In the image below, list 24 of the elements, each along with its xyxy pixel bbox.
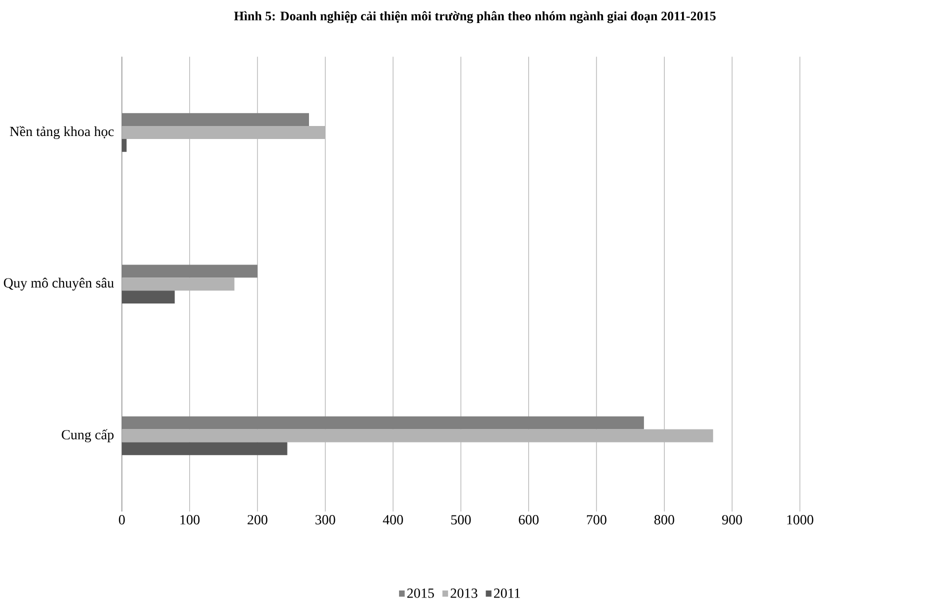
y-tick-label: Nền tảng khoa học <box>10 126 114 139</box>
x-tick-label: 900 <box>722 514 742 524</box>
x-tick-label: 100 <box>180 514 200 524</box>
bar <box>122 278 234 290</box>
bar <box>122 138 127 152</box>
x-tick-label: 600 <box>518 514 539 524</box>
bar <box>122 429 714 442</box>
x-tick-label: 700 <box>586 514 606 524</box>
legend-label: 2011 <box>494 588 520 598</box>
legend-label: 2013 <box>450 588 478 598</box>
legend-label: 2015 <box>407 588 434 598</box>
y-tick-label: Cung cấp <box>62 429 114 442</box>
bar <box>122 442 288 456</box>
bar <box>122 290 175 304</box>
y-tick-label: Quy mô chuyên sâu <box>4 278 114 290</box>
x-tick-label: 200 <box>248 514 268 524</box>
x-tick-label: 1000 <box>787 514 814 524</box>
chart-title: Hình 5: Doanh nghiệp cải thiện môi trường phân theo nhóm ngành giai đoạn 2011-2015 <box>234 11 716 24</box>
x-tick-label: 400 <box>382 514 403 524</box>
x-tick-label: 300 <box>316 514 336 524</box>
x-tick-label: 0 <box>118 514 125 524</box>
bar <box>122 126 326 139</box>
x-tick-label: 800 <box>654 514 674 524</box>
x-tick-label: 500 <box>451 514 471 524</box>
